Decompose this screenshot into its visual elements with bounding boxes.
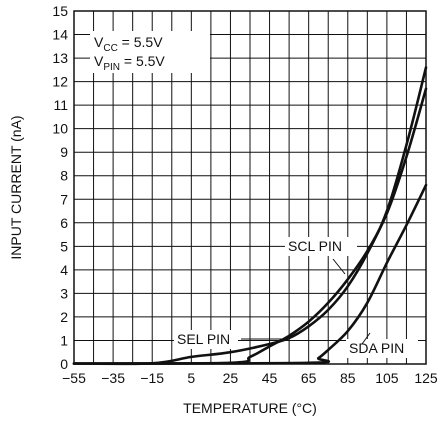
sda-pin-curve [72,183,428,365]
x-tick-label: −55 [62,370,86,386]
y-axis-label: INPUT CURRENT (nA) [8,115,24,259]
y-tick-label: 6 [60,215,68,231]
sel-pin-label-backdrop [174,330,238,349]
y-tick-label: 14 [52,27,68,43]
y-tick-label: 3 [60,285,68,301]
y-tick-label: 12 [52,74,68,90]
condition-vcc-main: V [94,34,104,50]
sda-pin-label-group: SDA PIN [346,332,418,358]
x-tick-label: 25 [223,370,239,386]
sda-pin-label-leader [361,332,371,345]
sel-pin-label: SEL PIN [177,331,230,347]
sel-pin-label-group: SEL PIN [174,330,290,349]
y-tick-label: 0 [60,356,68,372]
condition-vpin-sub: PIN [103,62,120,73]
sel-pin-curve [72,66,428,366]
y-tick-label: 15 [52,3,68,19]
x-tick-label: −35 [101,370,125,386]
x-tick-label: 65 [301,370,317,386]
x-tick-label: 5 [187,370,195,386]
condition-vpin: VPIN = 5.5V [94,53,165,73]
y-tick-label: 7 [60,191,68,207]
y-tick-label: 11 [53,97,68,113]
condition-vcc-sub: CC [103,43,117,54]
scl-pin-label-group: SCL PIN [285,237,357,275]
scl-pin-label-backdrop [285,237,357,256]
y-tick-label: 10 [52,121,68,137]
x-tick-label: 45 [262,370,278,386]
y-tick-label: 13 [52,50,68,66]
y-tick-label: 1 [60,332,68,348]
series-curves [72,66,428,366]
condition-vcc: VCC = 5.5V [94,34,163,54]
condition-vcc-rest: = 5.5V [118,34,163,50]
x-axis-label: TEMPERATURE (°C) [183,400,317,416]
tick-labels: −55 −35 −15 5 25 45 65 85 105 1250123456789101112… [52,3,437,386]
x-tick-label: 105 [375,370,399,386]
x-tick-label: −15 [140,370,164,386]
series-annotations: SCL PIN SDA PIN SEL PIN [174,237,418,358]
y-tick-label: 4 [60,262,68,278]
scl-pin-label-leader [332,258,346,275]
plot-frame [73,10,427,365]
condition-vpin-main: V [94,53,104,69]
y-tick-label: 5 [60,238,68,254]
x-tick-label: 85 [340,370,356,386]
y-tick-label: 9 [60,144,68,160]
y-tick-label: 8 [60,168,68,184]
sda-pin-label: SDA PIN [349,340,404,356]
conditions-box: VCC = 5.5V VPIN = 5.5V [90,31,210,73]
scl-pin-label: SCL PIN [288,238,342,254]
condition-vpin-rest: = 5.5V [120,53,165,69]
sda-pin-label-backdrop [346,339,418,358]
x-tick-label: 125 [414,370,438,386]
y-tick-label: 2 [60,309,68,325]
